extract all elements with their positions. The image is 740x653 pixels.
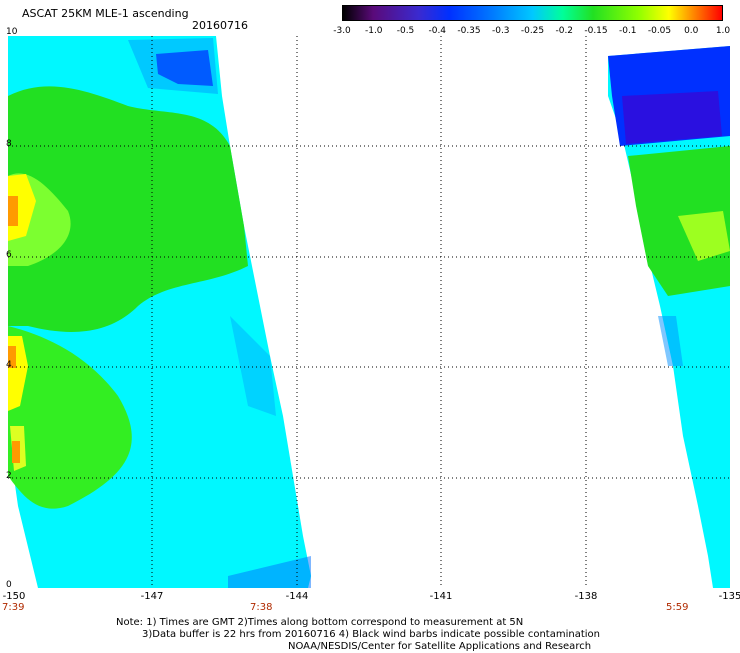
colorbar-tick-label: -0.35 [457, 26, 481, 36]
lon-label-144w: -144 [285, 591, 309, 602]
footnotes: Note: 1) Times are GMT 2)Times along bot… [116, 617, 600, 653]
gridlines [8, 36, 730, 588]
swath-west-blue-fringe [128, 38, 218, 94]
lon-label-147w: -147 [140, 591, 164, 602]
time-label-right: 5:59 [666, 602, 689, 613]
lon-label-135w: -135 [718, 591, 740, 602]
map-plot [8, 36, 730, 588]
swath-east-darkblue [622, 91, 722, 144]
colorbar-tick-label: -0.5 [396, 26, 415, 36]
colorbar-tick-label: -3.0 [333, 26, 351, 36]
colorbar-tick-label: 0.0 [684, 26, 699, 36]
colorbar [342, 5, 723, 21]
lon-label-141w: -141 [429, 591, 453, 602]
colorbar-tick-label: -0.15 [584, 26, 608, 36]
swath-west-green-north [8, 86, 248, 332]
colorbar-tick-label: -0.4 [428, 26, 447, 36]
swath-west [8, 36, 311, 588]
lon-label-150w: -150 [2, 591, 26, 602]
colorbar-tick-label: 1.0 [715, 26, 731, 36]
lon-label-138w: -138 [574, 591, 598, 602]
colorbar-tick-label: -0.25 [520, 26, 545, 36]
swath-west-green-south [8, 326, 132, 509]
lat-label-8: 8 [6, 139, 12, 149]
footnote-line-3: NOAA/NESDIS/Center for Satellite Applica… [288, 641, 592, 652]
swath-west-orange-1 [8, 196, 18, 226]
product-date: 20160716 [192, 19, 248, 32]
lat-label-6: 6 [6, 250, 12, 260]
swath-west-bottom-blue [228, 556, 311, 588]
time-label-left: 7:39 [2, 602, 25, 613]
time-label-middle: 7:38 [250, 602, 273, 613]
swath-east-midblue [658, 316, 683, 366]
colorbar-tick-label: -0.2 [555, 26, 574, 36]
lat-label-4: 4 [6, 360, 12, 370]
lat-label-0: 0 [6, 580, 12, 590]
swath-east [608, 46, 730, 588]
colorbar-tick-label: -1.0 [364, 26, 383, 36]
footnote-line-2: 3)Data buffer is 22 hrs from 20160716 4)… [142, 629, 600, 640]
colorbar-tick-label: -0.3 [491, 26, 510, 36]
swath-west-blue-patch [156, 50, 213, 86]
swath-east-yellowgreen [678, 211, 730, 261]
lat-label-2: 2 [6, 471, 12, 481]
lat-label-10: 10 [6, 27, 18, 37]
swath-west-edge-blue [230, 316, 276, 416]
footnote-line-1: Note: 1) Times are GMT 2)Times along bot… [116, 617, 524, 628]
product-title: ASCAT 25KM MLE-1 ascending [22, 7, 189, 20]
colorbar-tick-label: -0.05 [647, 26, 672, 36]
swath-west-orange-2 [8, 346, 16, 368]
swath-west-orange-3 [12, 441, 20, 463]
colorbar-tick-label: -0.1 [618, 26, 637, 36]
